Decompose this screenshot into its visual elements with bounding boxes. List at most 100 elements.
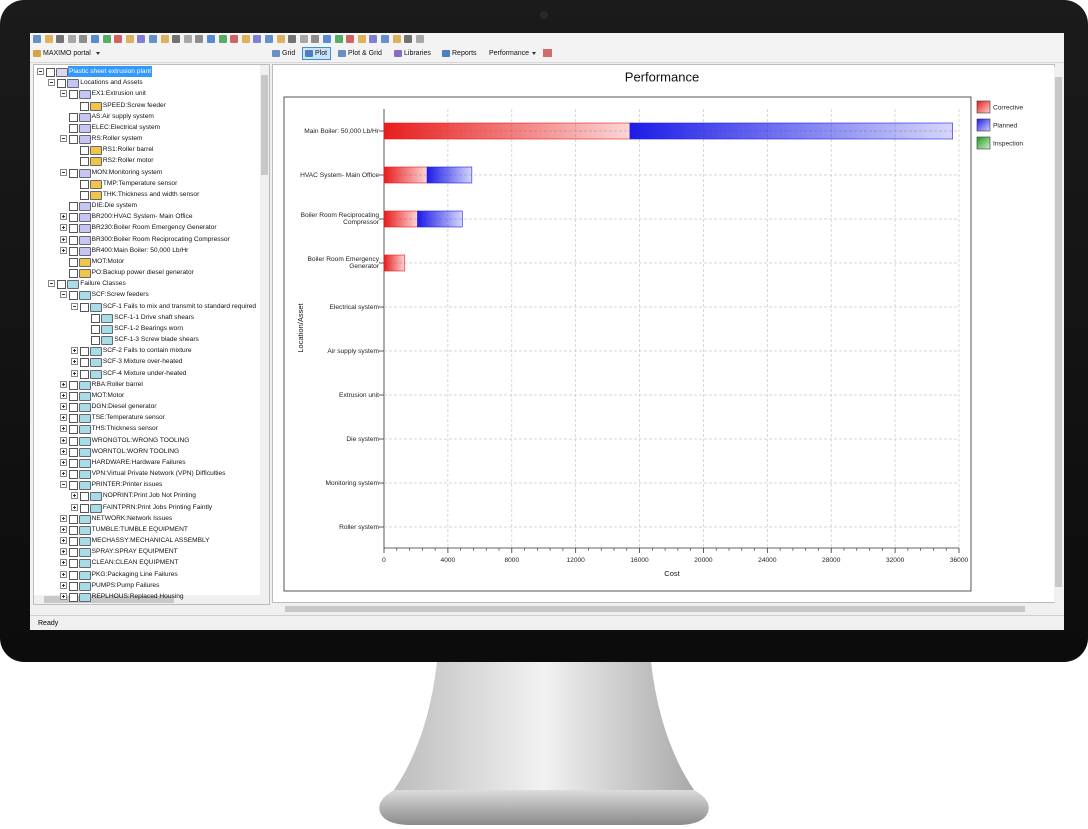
toolbar-button[interactable]: [334, 35, 343, 43]
node-label[interactable]: PKG:Packaging Line Failures: [91, 570, 178, 578]
tree-row[interactable]: BR300:Boiler Room Reciprocating Compress…: [34, 234, 258, 245]
tree-row[interactable]: PRINTER:Printer issues: [34, 479, 258, 491]
checkbox[interactable]: [68, 447, 78, 457]
expand-toggle[interactable]: [70, 369, 78, 377]
expand-toggle[interactable]: [59, 458, 67, 466]
toolbar-button[interactable]: [265, 35, 273, 43]
checkbox[interactable]: [68, 514, 78, 524]
collapse-toggle[interactable]: [70, 302, 78, 310]
toolbar-button[interactable]: [172, 35, 181, 43]
node-label[interactable]: Failure Classes: [80, 280, 126, 288]
node-label[interactable]: Locations and Assets: [80, 79, 143, 87]
view-tab[interactable]: Performance: [486, 48, 539, 59]
toolbar-button[interactable]: [288, 35, 297, 43]
node-label[interactable]: RS:Roller system: [91, 135, 143, 143]
node-label[interactable]: MOT:Motor: [91, 257, 125, 265]
node-label[interactable]: HARDWARE:Hardware Failures: [91, 458, 186, 466]
tree-row[interactable]: PKG:Packaging Line Failures: [34, 569, 258, 580]
node-label[interactable]: RBA:Roller barrel: [91, 380, 143, 388]
node-label[interactable]: SPEED:Screw feeder: [102, 101, 166, 109]
tree-row[interactable]: THS:Thickness sensor: [34, 423, 258, 435]
toolbar-button[interactable]: [323, 35, 331, 43]
checkbox[interactable]: [68, 90, 78, 100]
toolbar-button[interactable]: [276, 35, 285, 43]
toolbar-button[interactable]: [381, 35, 389, 43]
node-label[interactable]: THS:Thickness sensor: [91, 425, 158, 433]
toolbar-button[interactable]: [67, 35, 76, 43]
expand-toggle[interactable]: [59, 213, 67, 221]
view-tab[interactable]: Grid: [270, 48, 298, 59]
checkbox[interactable]: [68, 112, 78, 122]
toolbar-button[interactable]: [137, 35, 146, 43]
node-label[interactable]: ELEC:Electrical system: [91, 123, 161, 131]
expand-toggle[interactable]: [59, 570, 67, 578]
toolbar-button[interactable]: [369, 35, 378, 43]
node-label[interactable]: SCF-1 Fails to mix and transmit to stand…: [102, 302, 257, 310]
tree-row[interactable]: BR230:Boiler Room Emergency Generator: [34, 222, 258, 234]
tree-row[interactable]: RS:Roller system: [34, 133, 258, 145]
node-label[interactable]: SCF-1-3 Screw blade shears: [114, 336, 199, 344]
node-label[interactable]: TUMBLE:TUMBLE EQUIPMENT: [91, 525, 188, 533]
tree-row[interactable]: TMP:Temperature sensor: [34, 178, 258, 189]
checkbox[interactable]: [79, 302, 89, 312]
checkbox[interactable]: [68, 581, 78, 591]
node-label[interactable]: REPLHOUS:Replaced Housing: [91, 592, 184, 600]
node-label[interactable]: Plastic sheet extrusion plant: [68, 66, 153, 77]
node-label[interactable]: WORNTOL:WORN TOOLING: [91, 447, 180, 455]
tree-row[interactable]: TUMBLE:TUMBLE EQUIPMENT: [34, 524, 258, 535]
scroll-thumb[interactable]: [261, 75, 268, 175]
view-tab[interactable]: Plot & Grid: [336, 48, 385, 59]
toolbar-button[interactable]: [149, 35, 157, 43]
scroll-thumb[interactable]: [44, 596, 174, 603]
tree-row[interactable]: CLEAN:CLEAN EQUIPMENT: [34, 557, 258, 569]
checkbox[interactable]: [68, 436, 78, 446]
checkbox[interactable]: [68, 380, 78, 390]
tree-hscroll[interactable]: [34, 595, 260, 604]
toolbar-button[interactable]: [125, 35, 134, 43]
tree-row[interactable]: VPN:Virtual Private Network (VPN) Diffic…: [34, 468, 258, 480]
node-label[interactable]: BR200:HVAC System- Main Office: [91, 213, 193, 221]
scroll-thumb[interactable]: [285, 606, 1025, 612]
expand-toggle[interactable]: [70, 358, 78, 366]
node-label[interactable]: PUMPS:Pump Failures: [91, 581, 160, 589]
checkbox[interactable]: [68, 257, 78, 267]
tree-row[interactable]: EX1:Extrusion unit: [34, 88, 258, 100]
tree-row[interactable]: SPEED:Screw feeder: [34, 100, 258, 111]
checkbox[interactable]: [68, 135, 78, 145]
node-label[interactable]: PRINTER:Printer issues: [91, 481, 163, 489]
expand-toggle[interactable]: [59, 391, 67, 399]
toolbar-button[interactable]: [160, 35, 169, 43]
toolbar-button[interactable]: [218, 35, 227, 43]
toolbar-button[interactable]: [91, 35, 99, 43]
toolbar-button[interactable]: [230, 35, 239, 43]
checkbox[interactable]: [68, 123, 78, 133]
collapse-toggle[interactable]: [37, 68, 44, 75]
checkbox[interactable]: [68, 592, 78, 602]
toolbar-button[interactable]: [357, 35, 366, 43]
checkbox[interactable]: [68, 414, 78, 424]
tree-row[interactable]: SCF:Screw feeders: [34, 289, 258, 301]
tree-row[interactable]: DIE:Die system: [34, 200, 258, 212]
tree-row[interactable]: MON:Monitoring system: [34, 167, 258, 178]
node-label[interactable]: FAINTPRN:Print Jobs Printing Faintly: [102, 503, 213, 511]
expand-toggle[interactable]: [59, 436, 67, 444]
checkbox[interactable]: [57, 79, 67, 89]
checkbox[interactable]: [79, 146, 89, 156]
expand-toggle[interactable]: [59, 403, 67, 411]
toolbar-button[interactable]: [415, 35, 424, 43]
expand-toggle[interactable]: [59, 514, 67, 522]
node-label[interactable]: DIE:Die system: [91, 202, 138, 210]
tree-row[interactable]: DGN:Diesel generator: [34, 401, 258, 413]
collapse-toggle[interactable]: [59, 90, 67, 98]
expand-toggle[interactable]: [59, 235, 67, 243]
tree-row[interactable]: MOT:Motor: [34, 390, 258, 401]
collapse-toggle[interactable]: [48, 79, 56, 87]
toolbar-button[interactable]: [195, 35, 204, 43]
checkbox[interactable]: [68, 246, 78, 256]
checkbox[interactable]: [68, 425, 78, 435]
node-label[interactable]: AS:Air supply system: [91, 112, 154, 120]
checkbox[interactable]: [68, 202, 78, 212]
collapse-toggle[interactable]: [59, 481, 67, 489]
expand-toggle[interactable]: [70, 492, 78, 500]
toolbar-button[interactable]: [253, 35, 262, 43]
